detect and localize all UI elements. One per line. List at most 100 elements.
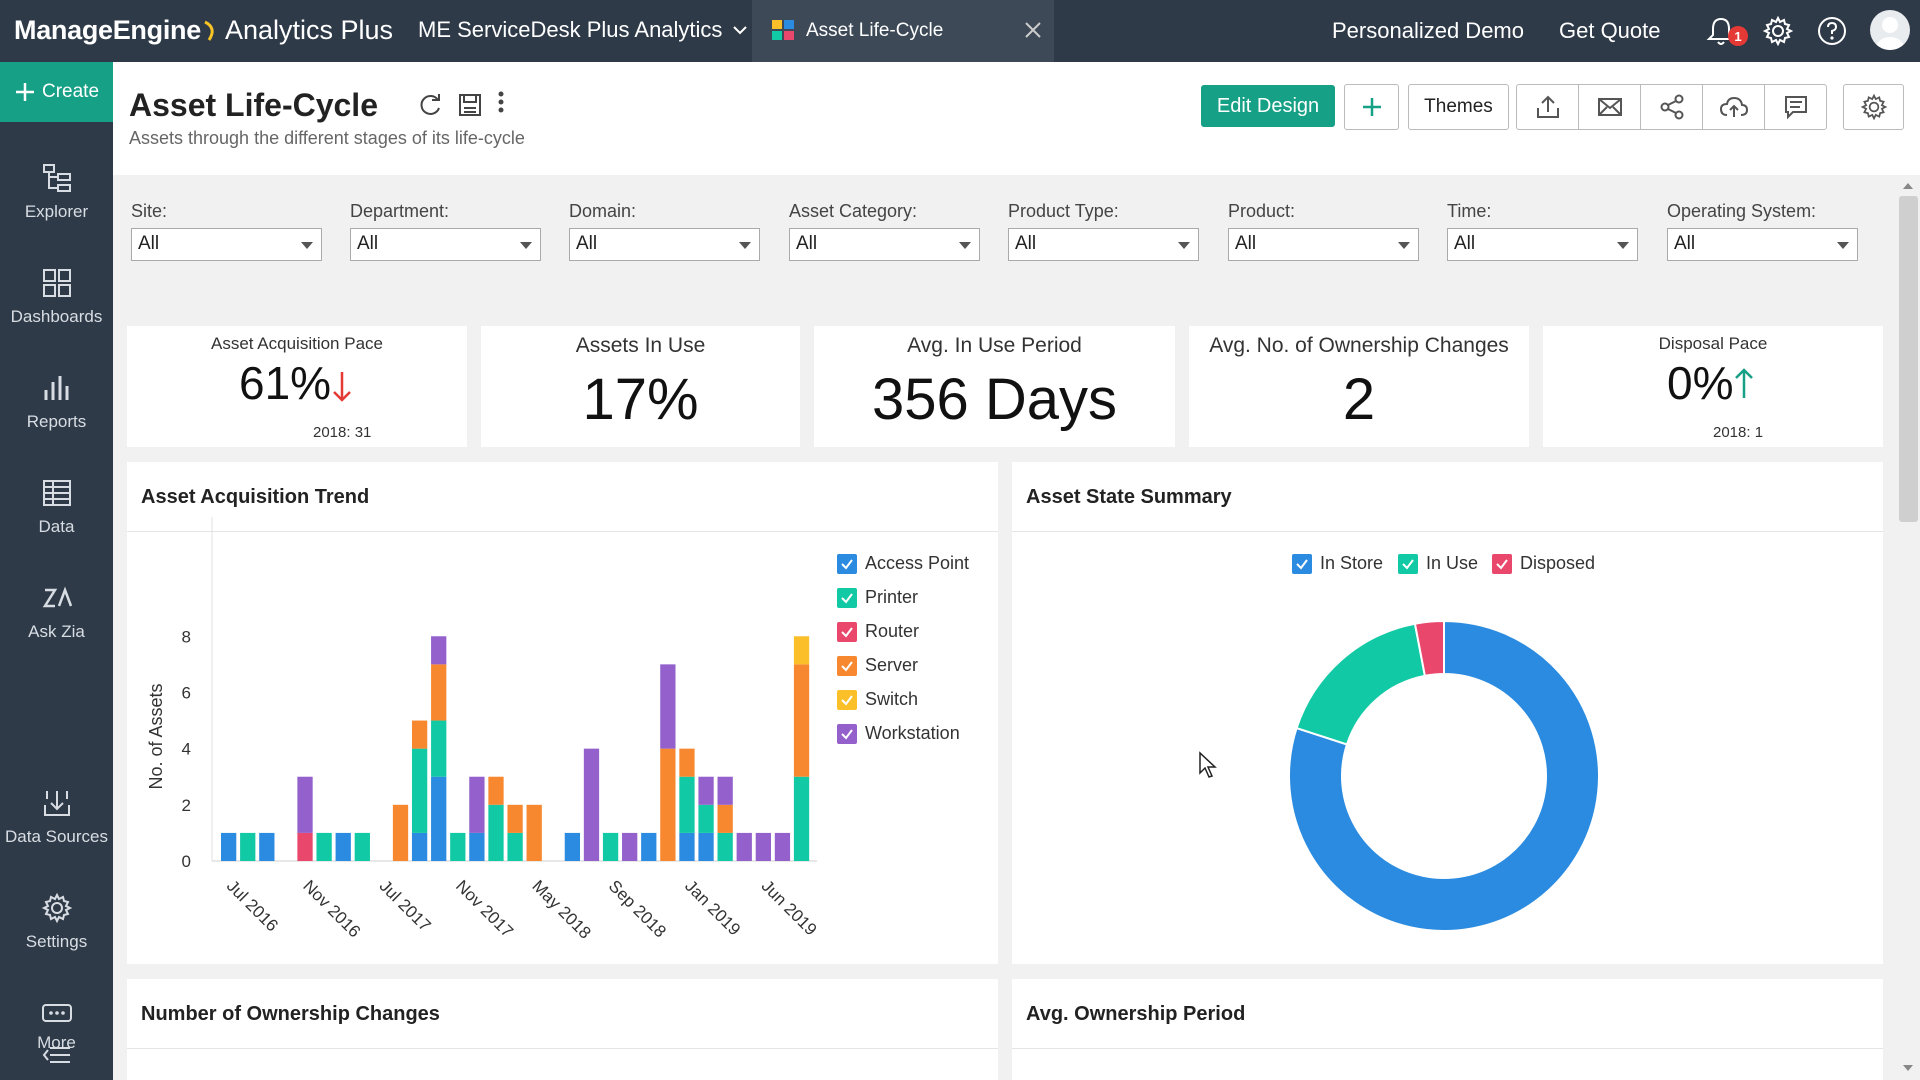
sidebar-item-label: Data (38, 517, 75, 536)
bar-segment (354, 832, 370, 861)
explorer-icon (41, 162, 73, 194)
get-quote-link[interactable]: Get Quote (1559, 18, 1661, 43)
workspace-selector[interactable]: ME ServiceDesk Plus Analytics (418, 17, 748, 43)
workspace-name: ME ServiceDesk Plus Analytics (418, 17, 723, 42)
save-icon[interactable] (457, 92, 483, 118)
personalized-demo-link[interactable]: Personalized Demo (1332, 18, 1524, 43)
logo-brand: ManageEngine (14, 15, 201, 45)
sidebar-item-label: Ask Zia (28, 622, 85, 641)
reports-icon (41, 372, 73, 404)
collapse-sidebar-icon[interactable] (42, 1044, 72, 1066)
filter-time-label: Time: (1447, 201, 1492, 221)
legend-item-in-use[interactable]: In Use (1398, 553, 1478, 574)
scroll-down-icon[interactable] (1902, 1064, 1914, 1072)
legend-item-printer[interactable]: Printer (837, 587, 918, 608)
bar-segment (660, 664, 676, 749)
filter-domain-label: Domain: (569, 201, 637, 221)
filter-asset-category-select[interactable]: All (789, 228, 980, 261)
kebab-menu-icon[interactable] (496, 90, 506, 116)
user-avatar[interactable] (1870, 10, 1910, 50)
top-bar: ManageEngine Analytics Plus ME ServiceDe… (0, 0, 1920, 62)
filter-value: All (1674, 233, 1696, 254)
checkbox-icon (1398, 553, 1418, 574)
kpi-asset-acquisition-pace[interactable]: Asset Acquisition Pace 61% 2018: 31 (127, 326, 467, 447)
refresh-icon[interactable] (417, 92, 443, 118)
y-tick-label: 4 (182, 740, 191, 759)
sidebar-item-explorer[interactable]: Explorer (0, 147, 113, 237)
tab-asset-life-cycle[interactable]: Asset Life-Cycle (752, 0, 1054, 62)
gear-icon[interactable] (1762, 15, 1794, 47)
filter-product-select[interactable]: All (1228, 228, 1419, 261)
legend-item-router[interactable]: Router (837, 621, 919, 642)
legend-item-server[interactable]: Server (837, 655, 918, 676)
sidebar: Create Explorer Dashboards Reports Data … (0, 62, 113, 1080)
data-icon (41, 477, 73, 509)
publish-button[interactable] (1702, 84, 1765, 130)
bell-icon[interactable] (1706, 15, 1736, 47)
caret-down-icon (1398, 242, 1410, 249)
email-button[interactable] (1578, 84, 1641, 130)
bar-segment (488, 804, 504, 861)
bar-segment (736, 832, 752, 861)
scroll-up-icon[interactable] (1902, 182, 1914, 190)
legend-item-disposed[interactable]: Disposed (1492, 553, 1595, 574)
add-button[interactable] (1344, 84, 1399, 130)
legend-item-access-point[interactable]: Access Point (837, 553, 969, 574)
app-logo[interactable]: ManageEngine Analytics Plus (14, 15, 393, 46)
x-tick-label: May 2018 (528, 876, 594, 942)
create-button[interactable]: Create (0, 62, 113, 122)
sidebar-item-settings[interactable]: Settings (0, 877, 113, 967)
sidebar-item-ask-zia[interactable]: Ask Zia (0, 567, 113, 657)
sidebar-item-data[interactable]: Data (0, 462, 113, 552)
help-icon[interactable] (1816, 15, 1848, 47)
sidebar-item-data-sources[interactable]: Data Sources (0, 772, 113, 862)
kpi-avg-ownership-changes[interactable]: Avg. No. of Ownership Changes 2 (1189, 326, 1529, 447)
bar-segment (622, 832, 638, 861)
x-tick-label: Jul 2017 (376, 876, 435, 935)
kpi-avg-in-use-period[interactable]: Avg. In Use Period 356 Days (814, 326, 1175, 447)
bar-segment (698, 776, 714, 805)
filter-product-type-select[interactable]: All (1008, 228, 1199, 261)
card-title: Asset State Summary (1012, 462, 1883, 532)
legend-label: In Use (1426, 553, 1479, 573)
bar-segment (679, 776, 695, 833)
kpi-value: 0% (1667, 357, 1734, 409)
legend-item-in-store[interactable]: In Store (1292, 553, 1383, 574)
share-icon (1659, 94, 1685, 120)
settings-button[interactable] (1843, 84, 1904, 130)
card-title: Number of Ownership Changes (127, 979, 998, 1049)
close-icon[interactable] (1022, 19, 1044, 41)
comments-button[interactable] (1764, 84, 1827, 130)
x-tick-label: Jan 2019 (681, 876, 744, 939)
export-button[interactable] (1516, 84, 1579, 130)
x-tick-label: Nov 2016 (299, 876, 364, 941)
sidebar-item-label: Data Sources (5, 827, 108, 846)
kpi-value: 356 Days (871, 367, 1118, 432)
themes-button[interactable]: Themes (1408, 84, 1509, 130)
filter-product-type-label: Product Type: (1008, 201, 1119, 221)
share-button[interactable] (1640, 84, 1703, 130)
bar-segment (641, 832, 657, 861)
filter-department-select[interactable]: All (350, 228, 541, 261)
filter-site-select[interactable]: All (131, 228, 322, 261)
bar-segment (679, 748, 695, 777)
caret-down-icon (301, 242, 313, 249)
bar-segment (392, 804, 409, 861)
filter-domain-select[interactable]: All (569, 228, 760, 261)
legend-item-switch[interactable]: Switch (837, 689, 918, 710)
x-tick-label: Sep 2018 (605, 876, 670, 941)
filter-operating-system-select[interactable]: All (1667, 228, 1858, 261)
legend-label: Access Point (865, 553, 970, 573)
create-label: Create (41, 81, 100, 102)
sidebar-item-reports[interactable]: Reports (0, 357, 113, 447)
filter-time-select[interactable]: All (1447, 228, 1638, 261)
checkbox-icon (1492, 553, 1512, 574)
edit-design-button[interactable]: Edit Design (1201, 85, 1335, 127)
sidebar-item-dashboards[interactable]: Dashboards (0, 252, 113, 342)
bar-segment (793, 664, 810, 777)
filter-value: All (1235, 233, 1257, 254)
kpi-disposal-pace[interactable]: Disposal Pace 0% 2018: 1 (1543, 326, 1883, 447)
kpi-assets-in-use[interactable]: Assets In Use 17% (481, 326, 800, 447)
scrollbar-thumb[interactable] (1899, 196, 1918, 522)
legend-item-workstation[interactable]: Workstation (837, 723, 960, 744)
